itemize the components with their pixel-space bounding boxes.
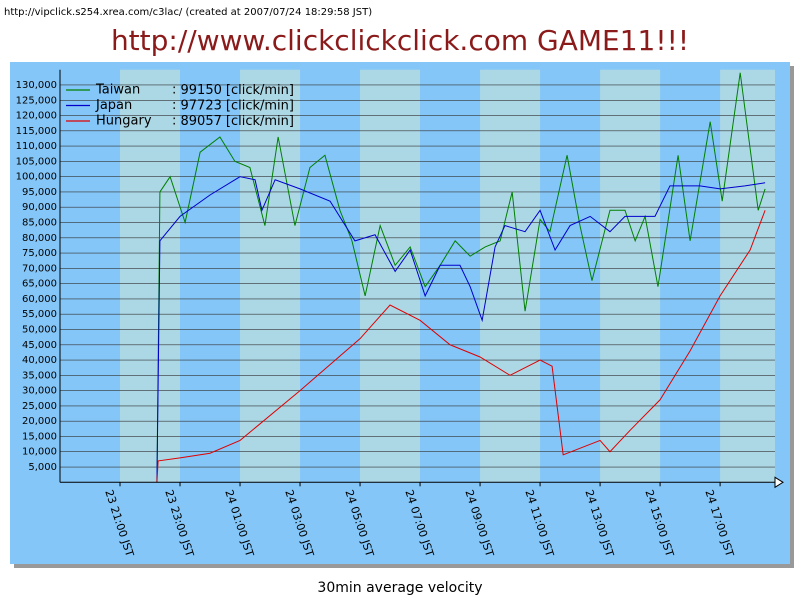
legend-unit: [click/min] [226, 83, 294, 98]
legend-current: 97723 [181, 98, 222, 113]
series-line [156, 210, 766, 483]
y-tick-label: 80,000 [22, 233, 57, 244]
y-tick-label: 25,000 [22, 401, 57, 412]
y-tick-label: 105,000 [16, 156, 57, 167]
y-tick-label: 30,000 [22, 386, 57, 397]
y-tick-label: 130,000 [16, 80, 57, 91]
y-tick-label: 60,000 [22, 294, 57, 305]
y-tick-label: 55,000 [22, 309, 57, 320]
y-tick-label: 85,000 [22, 218, 57, 229]
legend-name: Japan [95, 98, 132, 113]
y-tick-label: 75,000 [22, 248, 57, 259]
time-band [240, 69, 301, 483]
time-band [360, 69, 421, 483]
y-tick-label: 35,000 [22, 370, 57, 381]
y-tick-label: 20,000 [22, 416, 57, 427]
y-tick-label: 15,000 [22, 431, 57, 442]
legend-value: : 97723 [click/min] [172, 98, 294, 113]
legend-current: 89057 [181, 114, 222, 129]
time-band [720, 69, 775, 483]
x-axis-arrow [774, 476, 784, 489]
y-tick-label: 40,000 [22, 355, 57, 366]
legend-name: Taiwan [95, 83, 140, 98]
y-tick-label: 120,000 [16, 111, 57, 122]
legend-unit: [click/min] [226, 114, 294, 129]
y-tick-label: 65,000 [22, 279, 57, 290]
time-band [120, 69, 181, 483]
legend-value: : 89057 [click/min] [172, 114, 294, 129]
legend-value: : 99150 [click/min] [172, 83, 294, 98]
y-tick-label: 45,000 [22, 340, 57, 351]
series-line [156, 72, 766, 483]
legend-unit: [click/min] [226, 98, 294, 113]
y-tick-label: 125,000 [16, 95, 57, 106]
y-tick-label: 90,000 [22, 202, 57, 213]
series-line [156, 176, 766, 483]
y-tick-label: 110,000 [16, 141, 57, 152]
y-tick-label: 10,000 [22, 447, 57, 458]
y-tick-label: 70,000 [22, 263, 57, 274]
page-header: http://vipclick.s254.xrea.com/c3lac/ (cr… [4, 7, 372, 18]
x-axis-label: 30min average velocity [317, 580, 482, 596]
legend-current: 99150 [181, 83, 222, 98]
y-tick-label: 115,000 [16, 126, 57, 137]
y-tick-label: 50,000 [22, 324, 57, 335]
y-tick-label: 5,000 [28, 462, 57, 473]
chart-title: http://www.clickclickclick.com GAME11!!! [111, 24, 689, 57]
time-band [600, 69, 661, 483]
y-tick-label: 100,000 [16, 172, 57, 183]
y-tick-label: 95,000 [22, 187, 57, 198]
legend-name: Hungary [96, 114, 152, 129]
